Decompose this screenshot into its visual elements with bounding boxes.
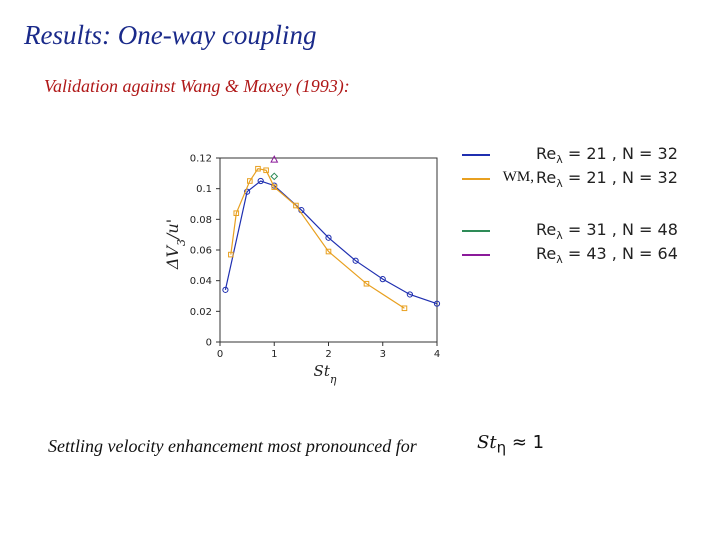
chart-axes: 0 1 2 3 4 0 0.02 0.04 0.06 0.08 0.1 0.12 — [190, 154, 440, 361]
series-line — [230, 168, 405, 309]
data-point — [228, 251, 234, 258]
chart-legend: Reλ = 21 , N = 32 WM, Reλ = 21 , N = 32 Reλ… — [458, 144, 708, 274]
legend-entry: Reλ = 31 , N = 48 — [458, 220, 708, 242]
legend-prefix: WM, — [502, 169, 534, 185]
data-point — [352, 257, 359, 264]
data-point — [247, 178, 253, 184]
series-1 — [222, 177, 441, 307]
legend-label: Reλ = 43 , N = 64 — [536, 244, 678, 267]
data-point — [263, 167, 269, 174]
legend-swatch — [462, 254, 490, 256]
data-point — [270, 172, 279, 181]
data-point — [270, 155, 279, 163]
series-4 — [270, 155, 279, 163]
data-point — [363, 280, 370, 287]
x-tick-label: 0 — [217, 349, 223, 360]
chart: 0 1 2 3 4 0 0.02 0.04 0.06 0.08 0.1 0.12 Stη ΔV3/u' — [163, 154, 441, 386]
series-3 — [270, 172, 279, 181]
legend-entry: Reλ = 21 , N = 32 — [458, 144, 708, 166]
conclusion-math: Stη ≈ 1 — [477, 432, 544, 457]
legend-label: Reλ = 21 , N = 32 — [536, 144, 678, 167]
x-tick-label: 3 — [380, 349, 386, 360]
legend-label: Reλ = 21 , N = 32 — [536, 168, 678, 191]
legend-swatch — [462, 154, 490, 156]
y-axis-label: ΔV3/u' — [163, 219, 188, 270]
x-axis-label: Stη — [314, 362, 337, 386]
data-point — [325, 234, 332, 241]
y-tick-label: 0.06 — [190, 246, 212, 257]
legend-label: Reλ = 31 , N = 48 — [536, 220, 678, 243]
data-point — [271, 184, 278, 190]
y-tick-label: 0.08 — [190, 215, 212, 226]
data-point — [244, 188, 251, 195]
y-tick-label: 0.04 — [190, 276, 212, 287]
conclusion-text: Settling velocity enhancement most prono… — [48, 436, 417, 456]
y-tick-label: 0 — [206, 338, 212, 349]
data-point — [325, 248, 332, 255]
x-tick-label: 4 — [434, 349, 440, 360]
y-tick-label: 0.12 — [190, 154, 212, 165]
data-point — [233, 210, 240, 217]
data-point — [401, 305, 408, 312]
legend-entry: Reλ = 43 , N = 64 — [458, 244, 708, 266]
math-approx: ≈ 1 — [506, 432, 545, 453]
plot-frame — [219, 157, 438, 343]
legend-swatch — [462, 230, 490, 232]
slide-subtitle: Validation against Wang & Maxey (1993): — [44, 76, 350, 96]
math-subscript: η — [496, 438, 507, 457]
chart-series-layer — [222, 155, 441, 312]
series-line — [224, 180, 438, 305]
data-point — [255, 165, 261, 172]
y-tick-label: 0.1 — [196, 184, 212, 195]
data-point — [222, 286, 229, 293]
legend-swatch — [462, 178, 490, 180]
data-point — [257, 177, 264, 185]
x-tick-label: 1 — [271, 349, 277, 360]
data-point — [293, 202, 299, 209]
data-point — [379, 276, 386, 283]
legend-entry: WM, Reλ = 21 , N = 32 — [458, 168, 708, 190]
series-2 — [228, 165, 408, 312]
slide-title: Results: One-way coupling — [24, 20, 317, 50]
data-point — [433, 300, 441, 307]
y-tick-label: 0.02 — [190, 307, 212, 318]
math-st: St — [477, 432, 497, 453]
x-tick-label: 2 — [325, 349, 331, 360]
data-point — [406, 291, 413, 298]
